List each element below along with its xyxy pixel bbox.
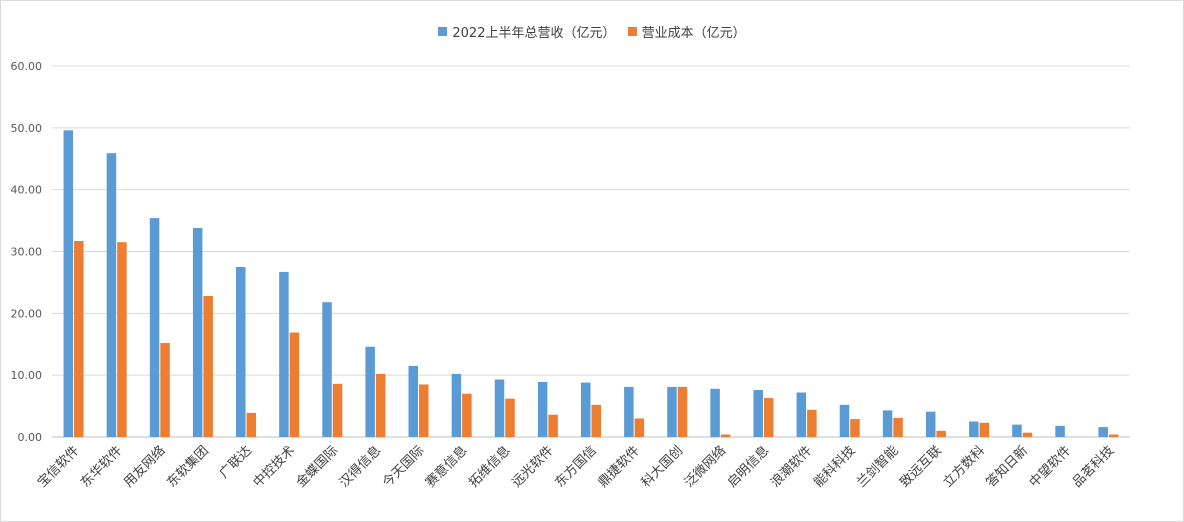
x-tick-label: 今天国际 [379, 443, 427, 491]
x-tick-label: 金蝶国际 [293, 443, 341, 491]
bar-revenue [710, 388, 720, 437]
bar-revenue [1098, 427, 1108, 437]
bar-revenue [63, 130, 74, 437]
bar-cost [246, 412, 257, 437]
y-tick-label: 50.00 [11, 122, 43, 135]
bar-cost [375, 373, 386, 437]
bar-revenue [796, 392, 807, 437]
x-tick-label: 答知日新 [983, 443, 1031, 491]
x-tick-label: 广联达 [217, 443, 255, 481]
bar-revenue [969, 421, 979, 437]
bar-revenue [322, 302, 332, 437]
bar-revenue [882, 410, 893, 437]
x-tick-label: 中望软件 [1026, 443, 1074, 491]
bar-cost [419, 384, 429, 437]
bar-revenue [925, 411, 936, 437]
bar-revenue [451, 373, 462, 437]
bar-revenue [408, 365, 419, 437]
x-tick-label: 拓维信息 [465, 443, 513, 491]
bar-revenue [1012, 424, 1022, 437]
bar-cost [850, 419, 860, 437]
bar-revenue [624, 386, 634, 437]
bar-revenue [494, 379, 505, 437]
bar-cost [505, 398, 515, 437]
bar-cost [1022, 432, 1033, 437]
x-tick-label: 东华软件 [78, 443, 125, 490]
bar-cost [763, 398, 774, 437]
x-tick-label: 立方数科 [940, 443, 988, 491]
bar-cost [591, 404, 601, 437]
legend-label-cost: 营业成本（亿元） [641, 26, 746, 41]
y-tick-label: 20.00 [11, 307, 43, 320]
x-tick-label: 东方国信 [552, 443, 600, 491]
bar-cost [1108, 434, 1119, 437]
legend-label-revenue: 2022上半年总营收（亿元） [452, 26, 616, 41]
x-tick-label: 赛意信息 [422, 443, 470, 491]
x-tick-label: 启明信息 [724, 443, 772, 491]
bar-revenue [192, 228, 203, 437]
bar-cost [203, 296, 213, 437]
bar-cost [936, 430, 946, 437]
bar-revenue [279, 271, 289, 437]
x-tick-label: 致远互联 [897, 443, 944, 490]
y-tick-label: 40.00 [11, 184, 43, 197]
x-tick-label: 中控技术 [251, 443, 298, 490]
x-tick-label: 品茗科技 [1070, 443, 1117, 490]
bar-cost [74, 240, 84, 437]
x-tick-label: 泛微网络 [681, 443, 729, 491]
x-tick-label: 科大国创 [639, 443, 686, 490]
bar-revenue [365, 346, 375, 437]
x-tick-label: 远光软件 [509, 443, 556, 490]
bar-cost [807, 409, 817, 437]
bar-revenue [537, 381, 548, 437]
legend-item-revenue: 2022上半年总营收（亿元） [438, 22, 615, 41]
bar-revenue [839, 404, 850, 437]
x-tick-label: 兰剑智能 [854, 443, 902, 491]
bar-revenue [753, 390, 763, 437]
x-tick-label: 用友网络 [121, 443, 169, 491]
bar-cost [893, 417, 903, 437]
y-tick-label: 30.00 [11, 246, 43, 259]
bar-cost [289, 332, 300, 437]
bar-revenue [236, 266, 246, 437]
bar-cost [160, 343, 170, 437]
bar-cost [979, 422, 990, 437]
legend-item-cost: 营业成本（亿元） [627, 22, 746, 41]
y-tick-label: 60.00 [11, 60, 43, 73]
bar-revenue [581, 382, 591, 437]
bar-cost [720, 434, 731, 437]
bar-revenue [1055, 425, 1065, 437]
y-tick-label: 10.00 [11, 369, 43, 382]
bar-revenue [667, 386, 677, 437]
legend-swatch-cost [627, 27, 637, 36]
x-tick-label: 能科科技 [811, 443, 858, 490]
y-tick-label: 0.00 [18, 431, 43, 444]
bar-cost [634, 418, 645, 437]
x-tick-label: 浪潮软件 [768, 443, 815, 490]
x-tick-label: 东软集团 [164, 443, 212, 491]
x-tick-label: 宝信软件 [35, 443, 82, 490]
legend-swatch-revenue [438, 27, 448, 36]
bar-revenue [106, 153, 117, 437]
bar-cost [332, 383, 343, 437]
bar-cost [462, 393, 472, 437]
bar-cost [117, 242, 127, 437]
x-tick-label: 汉得信息 [336, 443, 384, 491]
bar-cost [548, 414, 558, 437]
bar-cost [677, 386, 688, 437]
bar-revenue [149, 218, 160, 437]
x-tick-label: 鼎捷软件 [596, 443, 643, 490]
legend: 2022上半年总营收（亿元） 营业成本（亿元） [0, 22, 1184, 41]
